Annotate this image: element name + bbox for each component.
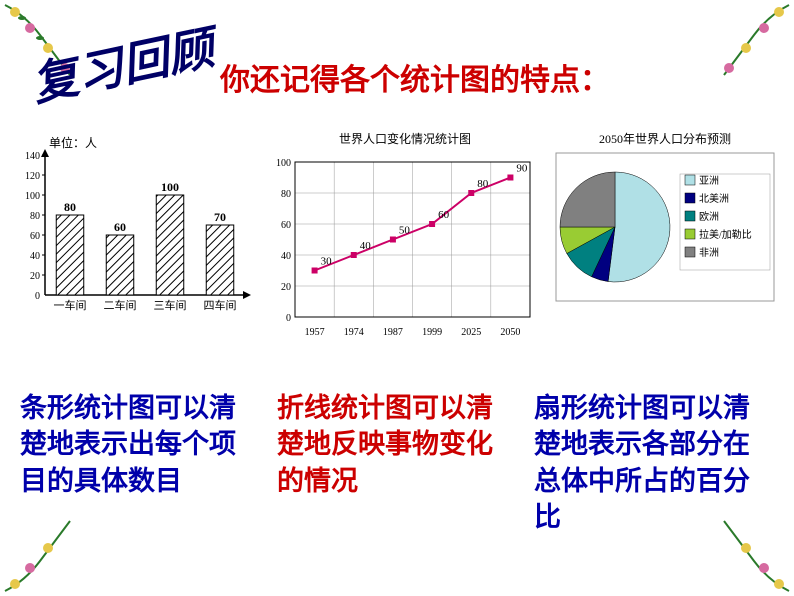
svg-text:60: 60 [281, 220, 291, 231]
svg-text:100: 100 [161, 180, 179, 194]
svg-text:1999: 1999 [422, 327, 442, 338]
svg-text:70: 70 [214, 210, 226, 224]
svg-text:2025: 2025 [461, 327, 481, 338]
svg-text:100: 100 [25, 191, 40, 202]
svg-text:1974: 1974 [344, 327, 364, 338]
svg-text:120: 120 [25, 171, 40, 182]
svg-text:北美洲: 北美洲 [699, 192, 729, 205]
svg-text:三车间: 三车间 [154, 298, 187, 312]
svg-text:欧洲: 欧洲 [699, 211, 719, 223]
svg-text:1957: 1957 [305, 327, 325, 338]
svg-text:30: 30 [321, 256, 332, 268]
svg-text:100: 100 [276, 158, 291, 169]
descriptions-row: 条形统计图可以清楚地表示出每个项目的具体数目 折线统计图可以清楚地反映事物变化的… [20, 390, 774, 536]
svg-text:拉美/加勒比: 拉美/加勒比 [699, 228, 752, 241]
line-description: 折线统计图可以清楚地反映事物变化的情况 [277, 390, 517, 536]
svg-text:四车间: 四车间 [204, 298, 237, 312]
line-chart-title: 世界人口变化情况统计图 [265, 130, 545, 147]
svg-text:40: 40 [30, 251, 40, 262]
svg-text:60: 60 [114, 220, 126, 234]
svg-text:90: 90 [516, 163, 528, 175]
bar-chart: 单位：人 20 40 60 80 100 120 140 0 80 一车间 60 二车间 100 三车间 70… [10, 130, 255, 330]
svg-text:20: 20 [30, 271, 40, 282]
corner-decoration-tr [704, 0, 794, 90]
svg-text:单位：人: 单位：人 [49, 135, 97, 150]
svg-text:1987: 1987 [383, 327, 403, 338]
svg-text:80: 80 [281, 189, 291, 200]
svg-text:亚洲: 亚洲 [699, 175, 719, 187]
line-chart: 世界人口变化情况统计图 0 20 40 60 80 100 30 1957 40 1974 50 19… [265, 130, 545, 357]
svg-text:80: 80 [64, 200, 76, 214]
svg-text:20: 20 [281, 282, 291, 293]
svg-text:0: 0 [286, 313, 291, 324]
bar-description: 条形统计图可以清楚地表示出每个项目的具体数目 [20, 390, 260, 536]
pie-description: 扇形统计图可以清楚地表示各部分在总体中所占的百分比 [534, 390, 774, 536]
pie-chart: 2050年世界人口分布预测 亚洲北美洲欧洲拉美/加勒比非洲 [555, 130, 775, 307]
subtitle: 你还记得各个统计图的特点： [220, 55, 610, 99]
svg-text:60: 60 [438, 209, 450, 221]
svg-text:非洲: 非洲 [699, 247, 719, 259]
svg-text:二车间: 二车间 [104, 298, 137, 312]
svg-text:0: 0 [35, 291, 40, 302]
svg-text:一车间: 一车间 [54, 298, 87, 312]
svg-text:40: 40 [281, 251, 291, 262]
svg-text:80: 80 [30, 211, 40, 222]
charts-row: 单位：人 20 40 60 80 100 120 140 0 80 一车间 60 二车间 100 三车间 70… [10, 130, 784, 357]
svg-text:2050: 2050 [500, 327, 520, 338]
svg-text:40: 40 [360, 240, 372, 252]
pie-chart-title: 2050年世界人口分布预测 [555, 130, 775, 147]
svg-text:50: 50 [399, 225, 411, 237]
svg-text:80: 80 [477, 178, 489, 190]
svg-text:140: 140 [25, 151, 40, 162]
svg-text:60: 60 [30, 231, 40, 242]
